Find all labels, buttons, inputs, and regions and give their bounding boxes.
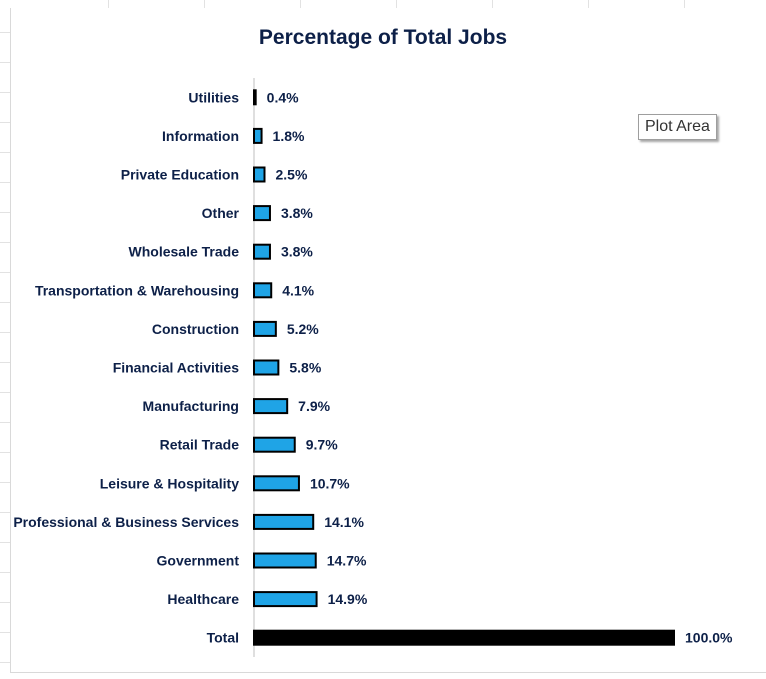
data-label: 1.8%	[273, 128, 305, 144]
bar[interactable]	[253, 398, 289, 415]
category-label: Other	[202, 205, 240, 221]
bar[interactable]	[253, 127, 263, 144]
data-label: 5.8%	[289, 360, 321, 376]
category-label: Manufacturing	[143, 398, 239, 414]
category-label: Wholesale Trade	[129, 244, 240, 260]
bar[interactable]	[253, 89, 257, 106]
bar[interactable]	[253, 205, 271, 222]
category-label: Healthcare	[167, 591, 239, 607]
category-label: Total	[207, 630, 239, 646]
data-label: 3.8%	[281, 205, 313, 221]
data-label: 14.9%	[328, 591, 368, 607]
data-label: 5.2%	[287, 321, 319, 337]
data-label: 14.1%	[324, 514, 364, 530]
total-bar[interactable]	[253, 629, 675, 646]
plot-area-tooltip: Plot Area	[638, 114, 717, 140]
bar[interactable]	[253, 436, 296, 453]
category-label: Leisure & Hospitality	[100, 475, 239, 491]
bar[interactable]	[253, 552, 317, 569]
bar[interactable]	[253, 475, 300, 492]
bar[interactable]	[253, 320, 277, 337]
data-label: 0.4%	[267, 89, 299, 105]
chart-title: Percentage of Total Jobs	[258, 26, 508, 49]
data-label: 7.9%	[298, 398, 330, 414]
bar[interactable]	[253, 282, 273, 299]
category-label: Retail Trade	[160, 437, 240, 453]
category-label: Construction	[152, 321, 239, 337]
category-label: Private Education	[121, 167, 239, 183]
data-label: 10.7%	[310, 475, 350, 491]
category-label: Financial Activities	[113, 360, 240, 376]
data-label: 9.7%	[306, 437, 338, 453]
category-label: Utilities	[188, 89, 239, 105]
bar[interactable]	[253, 166, 266, 183]
data-label: 100.0%	[685, 630, 733, 646]
data-label: 14.7%	[327, 553, 367, 569]
bar[interactable]	[253, 243, 271, 260]
category-label: Professional & Business Services	[13, 514, 239, 530]
bar[interactable]	[253, 591, 318, 608]
data-label: 4.1%	[282, 282, 314, 298]
data-label: 3.8%	[281, 244, 313, 260]
bar[interactable]	[253, 359, 280, 376]
category-label: Transportation & Warehousing	[35, 282, 239, 298]
category-label: Government	[157, 553, 240, 569]
data-label: 2.5%	[276, 167, 308, 183]
bar[interactable]	[253, 513, 315, 530]
category-label: Information	[162, 128, 239, 144]
